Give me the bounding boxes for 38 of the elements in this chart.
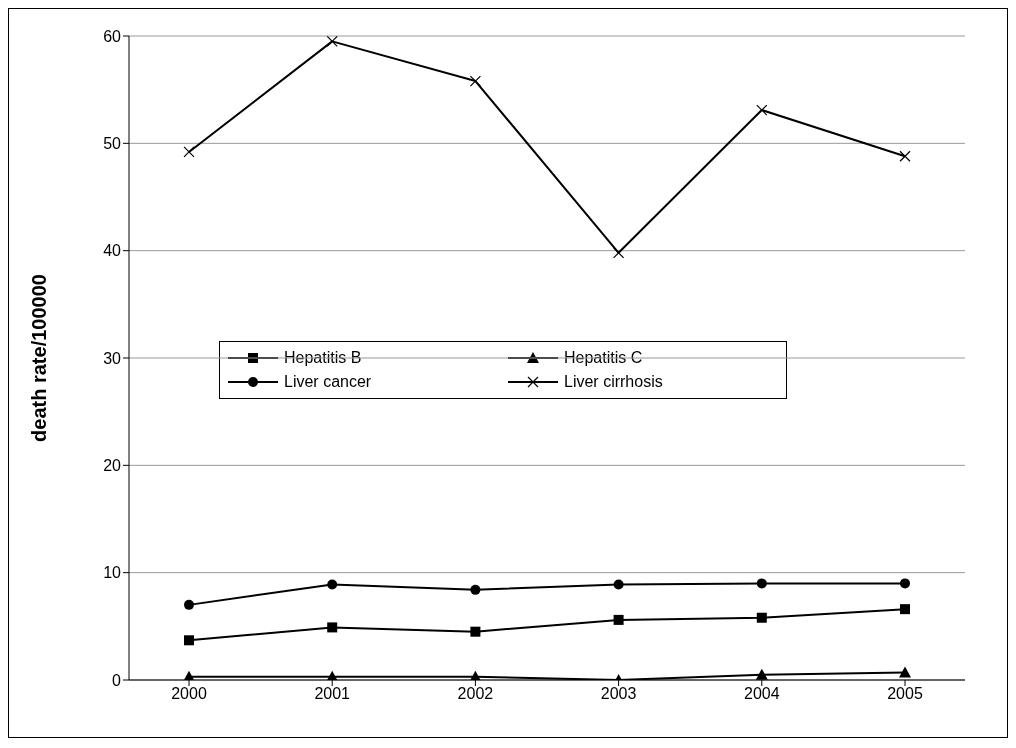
x-tick-label: 2002 — [457, 685, 494, 703]
point — [327, 622, 338, 633]
point — [184, 599, 194, 610]
x-tick-label: 2004 — [744, 685, 780, 703]
y-tick-label: 50 — [103, 135, 122, 153]
point — [327, 579, 338, 590]
y-tick-label: 60 — [103, 27, 122, 45]
point — [899, 150, 911, 162]
legend-label: Hepatitis C — [564, 349, 643, 367]
point — [326, 36, 338, 47]
point — [756, 612, 767, 623]
point — [613, 614, 624, 625]
y-tick-label: 0 — [112, 671, 122, 689]
point — [470, 626, 481, 637]
point — [900, 578, 910, 589]
point — [613, 247, 625, 259]
point — [755, 668, 768, 680]
y-tick-label: 10 — [103, 564, 122, 582]
point — [613, 579, 624, 590]
legend-label: Liver cirrhosis — [564, 373, 663, 391]
point — [469, 75, 481, 87]
x-tick-label: 2003 — [600, 685, 637, 703]
legend-label: Hepatitis B — [284, 349, 362, 367]
point — [756, 578, 767, 589]
point — [900, 604, 910, 615]
point — [899, 666, 911, 678]
y-tick-label: 30 — [103, 349, 122, 367]
point — [184, 635, 194, 646]
y-tick-label: 40 — [103, 242, 122, 260]
y-tick-label: 20 — [103, 457, 122, 475]
point — [183, 146, 195, 158]
x-tick-label: 2001 — [314, 685, 351, 703]
legend-label: Liver cancer — [284, 373, 372, 391]
point — [470, 584, 481, 595]
point — [756, 104, 768, 116]
y-axis-title: death rate/100000 — [28, 274, 51, 442]
x-tick-label: 2005 — [887, 685, 923, 703]
x-tick-label: 2000 — [171, 685, 207, 703]
